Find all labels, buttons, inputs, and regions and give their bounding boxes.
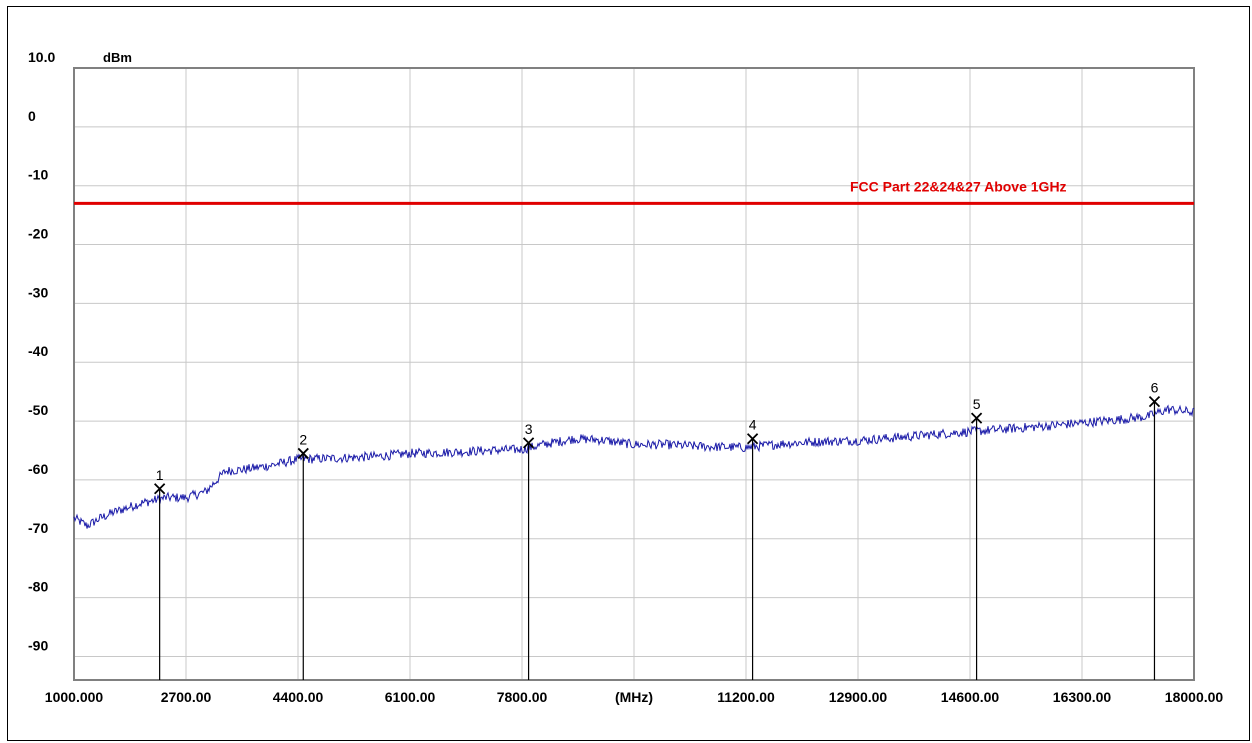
- x-tick-label: 14600.00: [941, 689, 1000, 705]
- y-axis-unit: dBm: [103, 50, 132, 65]
- y-tick-label: 0: [28, 108, 36, 124]
- marker-5: 5: [970, 396, 983, 680]
- markers: 1 2 3 4 5 6: [154, 380, 1161, 680]
- marker-x-icon: [522, 437, 535, 449]
- y-tick-label: 10.0: [28, 49, 55, 65]
- x-tick-label: 11200.00: [717, 689, 775, 705]
- limit-line-label: FCC Part 22&24&27 Above 1GHz: [850, 178, 1067, 194]
- y-axis-tick-labels: 10.0 0 -10 -20 -30 -40 -50 -60 -70 -80 -90: [28, 49, 55, 653]
- marker-4: 4: [746, 417, 759, 680]
- y-tick-label: -50: [28, 402, 48, 418]
- spectrum-trace: [73, 404, 1195, 529]
- marker-x-icon: [970, 412, 983, 424]
- marker-label: 5: [973, 396, 981, 412]
- y-tick-label: -80: [28, 579, 48, 595]
- y-tick-label: -60: [28, 461, 48, 477]
- x-tick-label: 12900.00: [829, 689, 888, 705]
- y-tick-label: -10: [28, 167, 48, 183]
- x-tick-label: 4400.00: [273, 689, 324, 705]
- x-axis-tick-labels: 1000.000 2700.00 4400.00 6100.00 7800.00 (MHz…: [45, 689, 1224, 705]
- y-tick-label: -30: [28, 284, 48, 300]
- marker-3: 3: [522, 421, 535, 680]
- x-tick-label: 6100.00: [385, 689, 436, 705]
- y-tick-label: -40: [28, 343, 48, 359]
- marker-x-icon: [746, 433, 759, 445]
- marker-label: 1: [156, 467, 164, 483]
- x-tick-label: 7800.00: [497, 689, 548, 705]
- spectrum-plot: 10.0 0 -10 -20 -30 -40 -50 -60 -70 -80 -90 dBm 100…: [28, 49, 1224, 705]
- marker-x-icon: [297, 447, 309, 460]
- y-tick-label: -90: [28, 637, 48, 653]
- marker-label: 2: [299, 431, 307, 447]
- marker-1: 1: [154, 467, 166, 680]
- marker-x-icon: [1148, 396, 1161, 408]
- marker-6: 6: [1148, 380, 1161, 680]
- x-tick-label: (MHz): [615, 689, 653, 705]
- x-tick-label: 16300.00: [1053, 689, 1112, 705]
- marker-2: 2: [297, 431, 309, 680]
- grid: [73, 67, 1195, 680]
- marker-label: 3: [525, 421, 533, 437]
- y-tick-label: -70: [28, 520, 48, 536]
- marker-label: 4: [749, 417, 757, 433]
- marker-label: 6: [1151, 380, 1159, 396]
- x-tick-label: 1000.000: [45, 689, 104, 705]
- x-tick-label: 2700.00: [161, 689, 212, 705]
- chart-window: 10.0 0 -10 -20 -30 -40 -50 -60 -70 -80 -90 dBm 100…: [7, 6, 1250, 741]
- plot-frame: [73, 67, 1195, 681]
- y-tick-label: -20: [28, 226, 48, 242]
- x-tick-label: 18000.00: [1165, 689, 1224, 705]
- marker-x-icon: [154, 483, 166, 495]
